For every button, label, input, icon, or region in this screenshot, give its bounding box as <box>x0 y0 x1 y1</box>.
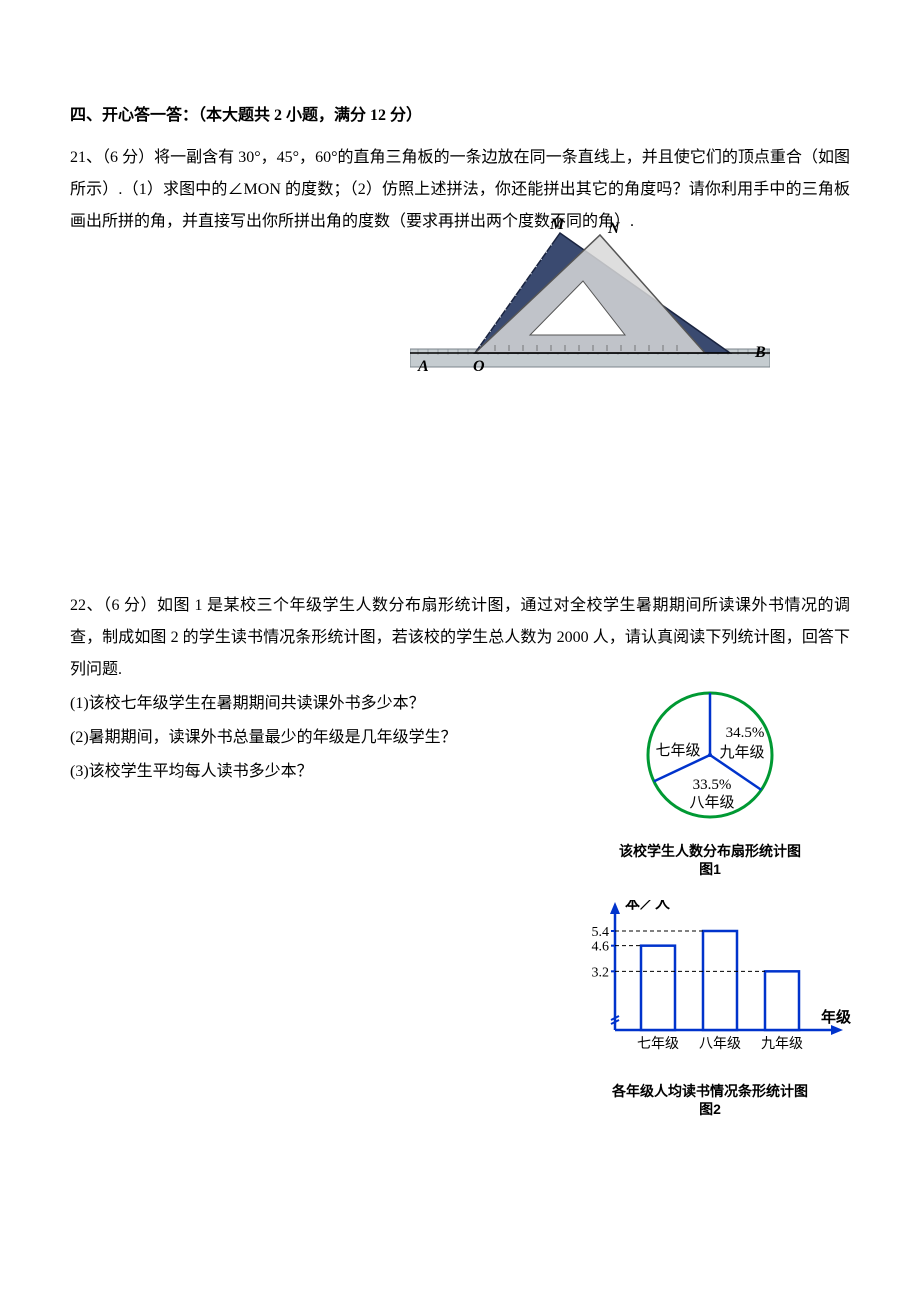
svg-text:年级: 年级 <box>821 1008 852 1026</box>
problem-21-figure: A O B M N <box>330 218 850 390</box>
pie-chart-block: 34.5% 九年级 七年级 33.5%八年级 该校学生人数分布扇形统计图 图1 <box>560 680 860 878</box>
svg-text:八年级: 八年级 <box>699 1036 741 1052</box>
svg-text:七年级: 七年级 <box>655 742 700 759</box>
bar-caption: 各年级人均读书情况条形统计图 <box>560 1082 860 1100</box>
problem-22-q1: (1)该校七年级学生在暑期期间共读课外书多少本？ <box>70 688 550 720</box>
pie-chart: 34.5% 九年级 七年级 33.5%八年级 <box>600 680 820 830</box>
svg-text:九年级: 九年级 <box>761 1036 803 1052</box>
svg-text:九年级: 九年级 <box>719 744 764 761</box>
svg-text:七年级: 七年级 <box>637 1036 679 1052</box>
pie-figno: 图1 <box>560 860 860 878</box>
triangle-diagram: A O B M N <box>410 218 770 378</box>
svg-text:B: B <box>754 344 766 361</box>
svg-text:34.5%: 34.5% <box>726 725 765 741</box>
page-content: 四、开心答一答：（本大题共 2 小题，满分 12 分） 21、（6 分）将一副含… <box>0 0 920 838</box>
problem-22: 22、（6 分）如图 1 是某校三个年级学生人数分布扇形统计图，通过对全校学生暑… <box>70 590 850 788</box>
svg-text:O: O <box>473 358 485 375</box>
bar-chart-block: 5.44.6 3.2 本／人年级七年级 八年级 九年级 各年级人均读书情况条形统计图 图… <box>560 900 860 1118</box>
svg-text:5.4: 5.4 <box>592 925 610 940</box>
bar-chart: 5.44.6 3.2 本／人年级七年级 八年级 九年级 <box>565 900 855 1070</box>
problem-22-q3: (3)该校学生平均每人读书多少本？ <box>70 756 550 788</box>
svg-text:4.6: 4.6 <box>592 940 610 955</box>
svg-text:A: A <box>417 358 429 375</box>
bar-figno: 图2 <box>560 1100 860 1118</box>
problem-21: 21、（6 分）将一副含有 30°，45°，60°的直角三角板的一条边放在同一条… <box>70 142 850 390</box>
svg-text:八年级: 八年级 <box>689 794 734 811</box>
problem-22-intro: 22、（6 分）如图 1 是某校三个年级学生人数分布扇形统计图，通过对全校学生暑… <box>70 590 850 686</box>
pie-caption: 该校学生人数分布扇形统计图 <box>560 842 860 860</box>
svg-text:3.2: 3.2 <box>592 965 610 980</box>
svg-text:33.5%: 33.5% <box>693 777 732 793</box>
svg-text:M: M <box>549 218 565 233</box>
section-four-title: 四、开心答一答：（本大题共 2 小题，满分 12 分） <box>70 100 850 132</box>
problem-22-q2: (2)暑期期间，读课外书总量最少的年级是几年级学生？ <box>70 722 550 754</box>
problem-22-text-block: 22、（6 分）如图 1 是某校三个年级学生人数分布扇形统计图，通过对全校学生暑… <box>70 590 550 788</box>
svg-text:本／人: 本／人 <box>625 900 671 912</box>
svg-text:N: N <box>607 220 621 237</box>
